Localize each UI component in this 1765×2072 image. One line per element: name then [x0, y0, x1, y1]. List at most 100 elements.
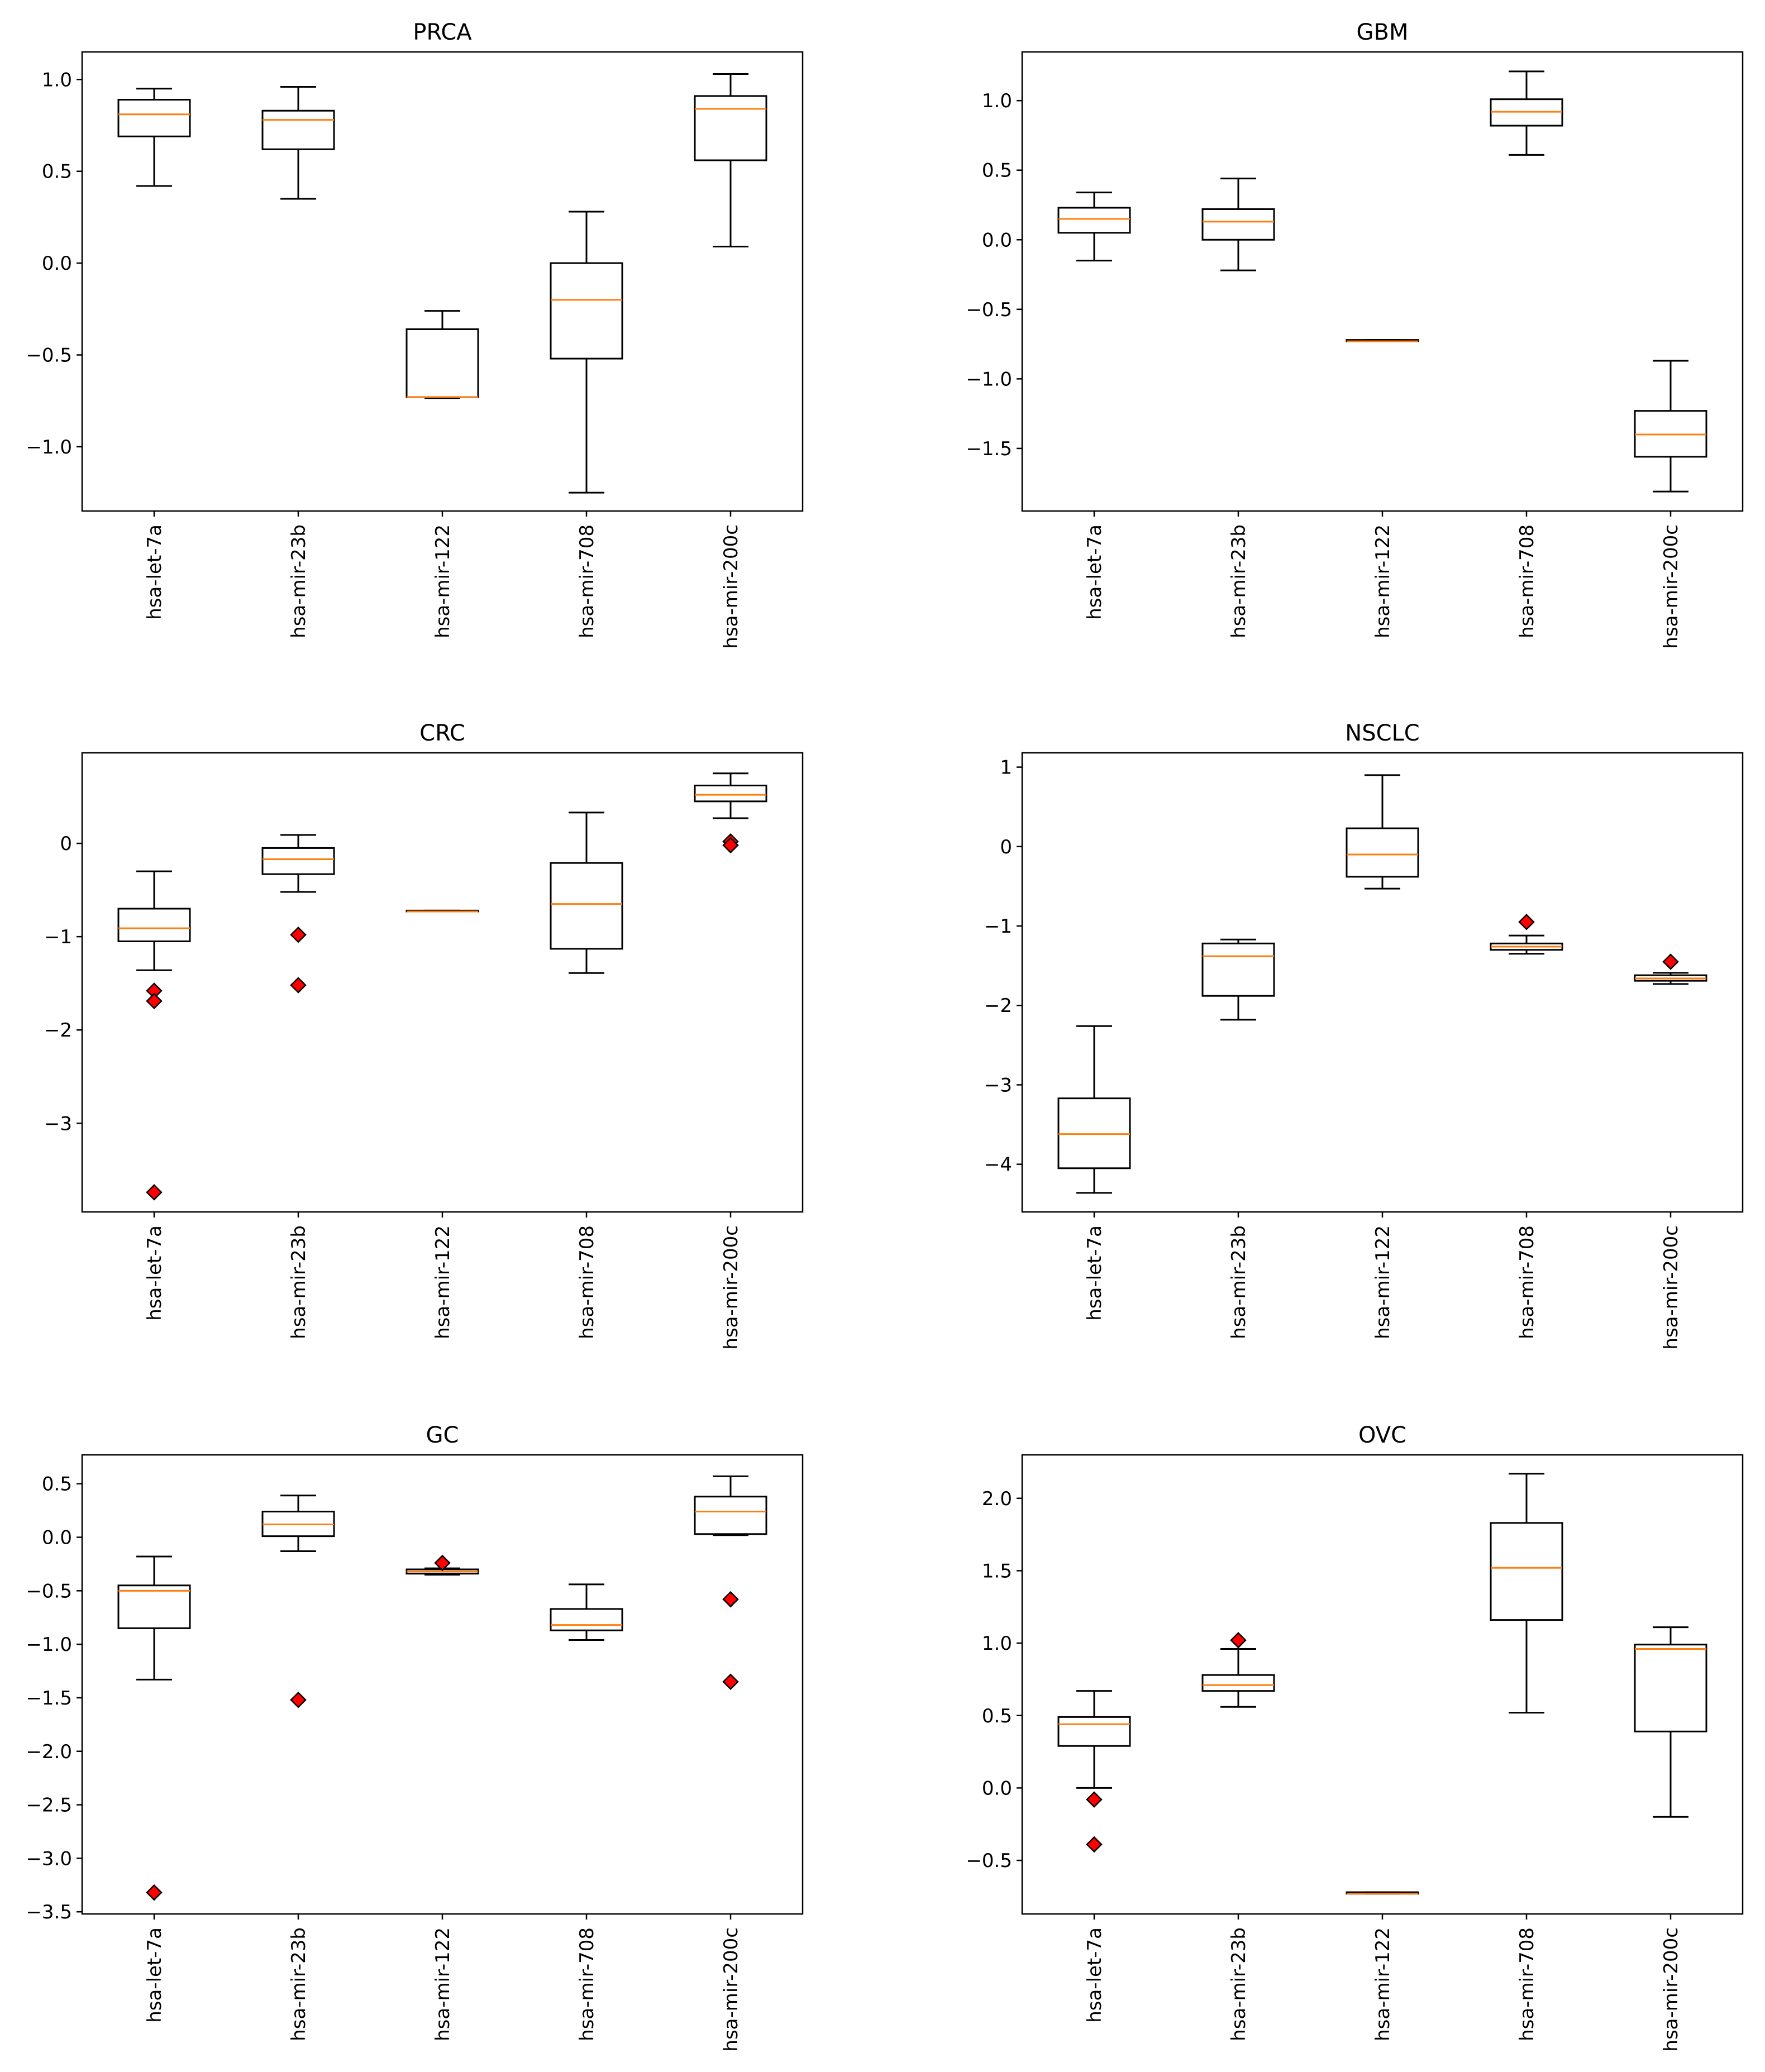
- box-hsa-mir-122: [1346, 339, 1419, 342]
- y-tick-label: 0.0: [42, 1527, 72, 1549]
- y-tick-label: −1.0: [26, 1634, 72, 1656]
- x-tick-label: hsa-mir-23b: [1228, 1225, 1250, 1339]
- iqr-box: [117, 98, 191, 137]
- box-hsa-mir-23b: [261, 1495, 335, 1708]
- subplot-title: PRCA: [413, 20, 472, 45]
- x-tick-label: hsa-mir-708: [1516, 1225, 1538, 1339]
- iqr-box: [1057, 1716, 1131, 1747]
- iqr-box: [1057, 207, 1131, 234]
- y-tick-label: 1: [1000, 757, 1012, 779]
- y-tick-label: 0.5: [982, 1705, 1012, 1727]
- outlier-point: [722, 1591, 739, 1608]
- box-hsa-mir-200c: [1634, 953, 1707, 985]
- box-hsa-mir-23b: [1201, 178, 1275, 271]
- y-tick-label: −3.5: [26, 1901, 72, 1923]
- y-tick-label: −1.5: [26, 1687, 72, 1710]
- outlier-point: [1662, 953, 1679, 970]
- y-tick-label: 0: [60, 833, 72, 855]
- box-hsa-let-7a: [117, 88, 191, 187]
- y-tick-label: 1.5: [982, 1560, 1012, 1582]
- box-hsa-let-7a: [1057, 1025, 1131, 1194]
- subplot-title: GBM: [1357, 20, 1409, 45]
- iqr-box: [1346, 827, 1419, 878]
- iqr-box: [694, 95, 767, 161]
- outlier-point: [1230, 1632, 1247, 1649]
- iqr-box: [694, 1496, 767, 1535]
- iqr-box: [117, 1584, 191, 1629]
- y-tick-label: 1.0: [982, 1632, 1012, 1655]
- iqr-box: [1490, 1522, 1563, 1621]
- outlier-point: [146, 1884, 163, 1901]
- subplot-prca: PRCA −1.0 −0.5 0.0 0.5 1.0 hsa-let-7a hsa-mir-2…: [26, 20, 804, 649]
- subplot-title: GC: [426, 1422, 459, 1448]
- y-tick-label: −0.5: [26, 345, 72, 367]
- y-tick-label: −1: [984, 915, 1012, 938]
- y-tick-label: −1.0: [966, 368, 1012, 390]
- iqr-box: [1201, 942, 1275, 997]
- x-tick-label: hsa-mir-200c: [1660, 524, 1682, 649]
- x-tick-label: hsa-mir-200c: [1660, 1225, 1682, 1350]
- x-tick-label: hsa-mir-122: [432, 1927, 454, 2041]
- outlier-point: [1086, 1791, 1103, 1808]
- x-tick-label: hsa-mir-23b: [1228, 1927, 1250, 2041]
- subplot-title: NSCLC: [1345, 720, 1419, 746]
- box-hsa-let-7a: [117, 1555, 191, 1901]
- iqr-box: [1201, 1674, 1275, 1692]
- y-tick-label: −3: [44, 1113, 72, 1135]
- box-hsa-mir-23b: [1201, 1632, 1275, 1708]
- y-tick-label: −2.0: [26, 1741, 72, 1763]
- x-tick-label: hsa-mir-708: [1516, 1927, 1538, 2041]
- x-tick-label: hsa-mir-122: [1372, 1927, 1394, 2041]
- box-hsa-mir-122: [1346, 1891, 1419, 1895]
- x-tick-label: hsa-mir-23b: [288, 1225, 310, 1339]
- box-hsa-mir-122: [1346, 774, 1419, 890]
- y-tick-label: −0.5: [966, 299, 1012, 321]
- x-tick-label: hsa-let-7a: [144, 1225, 166, 1321]
- outlier-point: [434, 1554, 451, 1572]
- y-tick-label: 0.0: [982, 229, 1012, 251]
- subplot-ovc: OVC −0.5 0.0 0.5 1.0 1.5 2.0 hsa-let-7a hsa-mir-…: [966, 1422, 1744, 2052]
- box-hsa-mir-708: [550, 1583, 623, 1641]
- box-hsa-mir-708: [550, 211, 623, 494]
- box-hsa-mir-122: [406, 1554, 479, 1576]
- subplot-gbm: GBM −1.5 −1.0 −0.5 0.0 0.5 1.0 hsa-let-7a hsa-mi…: [966, 20, 1744, 649]
- box-hsa-mir-200c: [1634, 360, 1707, 493]
- iqr-box: [550, 1608, 623, 1631]
- y-tick-label: −1.5: [966, 438, 1012, 460]
- x-tick-label: hsa-mir-23b: [1228, 524, 1250, 638]
- box-hsa-mir-23b: [1201, 938, 1275, 1021]
- box-hsa-let-7a: [1057, 192, 1131, 262]
- subplot-nsclc: NSCLC −4 −3 −2 −1 0 1 hsa-let-7a hsa-mir-23b hsa-…: [984, 720, 1744, 1350]
- iqr-box: [117, 908, 191, 942]
- box-hsa-let-7a: [1057, 1690, 1131, 1853]
- outlier-point: [290, 1692, 307, 1708]
- x-tick-label: hsa-mir-708: [576, 524, 598, 638]
- y-tick-label: −3: [984, 1074, 1012, 1096]
- box-hsa-mir-23b: [261, 834, 335, 994]
- box-hsa-let-7a: [117, 870, 191, 1201]
- plot-frame: [81, 752, 804, 1213]
- box-hsa-mir-23b: [261, 85, 335, 200]
- subplot-title: OVC: [1358, 1422, 1406, 1448]
- subplot-crc: CRC −3 −2 −1 0 hsa-let-7a hsa-mir-23b hsa-mir-1…: [44, 720, 804, 1350]
- iqr-box: [261, 847, 335, 875]
- box-hsa-mir-122: [406, 310, 479, 399]
- y-tick-label: −3.0: [26, 1847, 72, 1870]
- iqr-box: [550, 862, 623, 950]
- x-tick-label: hsa-mir-122: [1372, 524, 1394, 638]
- y-tick-label: −1.0: [26, 436, 72, 459]
- box-hsa-mir-200c: [694, 1475, 767, 1690]
- outlier-point: [290, 977, 307, 994]
- y-tick-label: 0.5: [42, 1473, 72, 1496]
- subplot-title: CRC: [419, 720, 465, 746]
- x-tick-label: hsa-mir-23b: [288, 524, 310, 638]
- box-hsa-mir-708: [550, 811, 623, 974]
- y-tick-label: 0: [1000, 836, 1012, 858]
- iqr-box: [1634, 1644, 1707, 1732]
- x-tick-label: hsa-mir-200c: [720, 1225, 742, 1350]
- y-tick-label: −0.5: [26, 1580, 72, 1602]
- y-tick-label: −2: [44, 1019, 72, 1042]
- box-hsa-mir-708: [1490, 70, 1563, 156]
- x-tick-label: hsa-let-7a: [1084, 1225, 1106, 1321]
